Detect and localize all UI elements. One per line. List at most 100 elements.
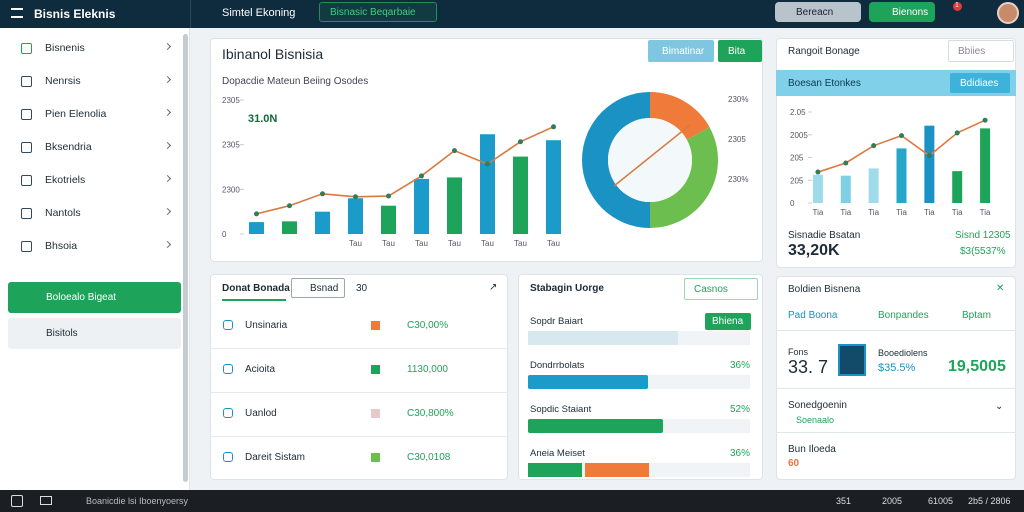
- stat-value: 33,20K: [788, 242, 840, 259]
- dropdown-text: Bbiies: [958, 46, 986, 57]
- main-panel: [210, 38, 763, 262]
- tab[interactable]: 30: [356, 283, 368, 294]
- tab-underline: [222, 299, 286, 301]
- start-icon[interactable]: [11, 495, 23, 507]
- progress-bar: [528, 419, 663, 433]
- taskbar-item: 2005: [882, 496, 903, 506]
- row-name: Sopdr Baiart: [530, 316, 583, 327]
- row-name: Dondrrbolats: [530, 360, 585, 371]
- menu-icon: [21, 142, 32, 153]
- dropdown[interactable]: [319, 2, 437, 22]
- menu-item[interactable]: Bhsoia: [45, 240, 78, 252]
- button[interactable]: [648, 40, 714, 62]
- chevron: [163, 240, 172, 249]
- button[interactable]: [950, 73, 1010, 93]
- row-name: Acioita: [245, 364, 276, 375]
- dropdown-text: Casnos: [694, 284, 728, 295]
- menu-icon[interactable]: [11, 8, 23, 18]
- button-text: Bienons: [892, 7, 929, 18]
- row-divider: [210, 348, 508, 349]
- active-item[interactable]: [8, 282, 181, 313]
- menu-icon: [21, 109, 32, 120]
- secondary-item-text: Bisitols: [46, 328, 78, 339]
- annotation: 31.0N: [248, 113, 278, 125]
- close-icon[interactable]: ✕: [996, 283, 1005, 294]
- tab-box[interactable]: [291, 278, 345, 298]
- app-title: Bisnis Eleknis: [34, 7, 116, 21]
- stat-label: Sisnadie Bsatan: [788, 230, 861, 241]
- main-subtitle: Dopacdie Mateun Beiing Osodes: [222, 76, 369, 87]
- sidebar: Boloealo Bigeat Bisitols Bisnenis Nenrsis…: [0, 28, 190, 490]
- chevron: [163, 207, 172, 216]
- progress-bar: [528, 375, 648, 389]
- tab[interactable]: Donat Bonada: [222, 283, 290, 294]
- chevron: [163, 108, 172, 117]
- taskbar-item: 2b5 / 2806: [968, 496, 1011, 506]
- top-bar: Bisnis Eleknis Simtel Ekoning Bisnasic B…: [0, 0, 1024, 28]
- row-value: 1130,000: [407, 364, 448, 375]
- button[interactable]: [869, 2, 935, 22]
- taskbar-item: 61005: [928, 496, 954, 506]
- row-icon: [223, 408, 233, 418]
- taskbar: Boanicdie lsi Iboenyoersy 351 2005 61005 2b…: [0, 490, 1024, 512]
- row-divider: [210, 392, 508, 393]
- menu-item[interactable]: Pien Elenolia: [45, 108, 107, 120]
- tab[interactable]: Bonpandes: [878, 310, 929, 321]
- search-box[interactable]: [775, 2, 861, 22]
- menu-item[interactable]: Ekotriels: [45, 174, 86, 186]
- row-icon: [223, 364, 233, 374]
- swatch: [838, 344, 866, 376]
- row-name: Unsinaria: [245, 320, 288, 331]
- menu-icon: [21, 76, 32, 87]
- button-text: Bdidiaes: [960, 78, 999, 89]
- row-name: Dareit Sistam: [245, 452, 306, 463]
- tab[interactable]: Pad Boona: [788, 310, 838, 321]
- row-value: C30,00%: [407, 320, 449, 331]
- row-swatch: [371, 321, 380, 330]
- row-swatch: [371, 409, 380, 418]
- row-swatch: [371, 365, 380, 374]
- menu-icon: [21, 208, 32, 219]
- dropdown[interactable]: [948, 40, 1014, 62]
- menu-item[interactable]: Bisnenis: [45, 42, 85, 54]
- tab[interactable]: Simtel Ekoning: [222, 7, 296, 19]
- close-icon[interactable]: ↗: [489, 282, 498, 293]
- button-text: Bhiena: [712, 316, 744, 327]
- label: Booediolens: [878, 348, 928, 358]
- badge: [953, 2, 962, 11]
- chevron[interactable]: ⌄: [995, 401, 1004, 412]
- taskbar-item: 351: [836, 496, 852, 506]
- book-icon[interactable]: [40, 496, 52, 505]
- search-text: Bereacn: [796, 7, 834, 18]
- button[interactable]: [705, 313, 751, 330]
- menu-item[interactable]: Nantols: [45, 207, 81, 219]
- menu-item[interactable]: Bksendria: [45, 141, 92, 153]
- dropdown-text: Bisnasic Beqarbaie: [330, 7, 416, 18]
- tab[interactable]: Bptam: [962, 310, 991, 321]
- taskbar-text: Boanicdie lsi Iboenyoersy: [86, 496, 189, 506]
- row-icon: [223, 320, 233, 330]
- badge-text: 1: [955, 2, 959, 9]
- value: $35.5%: [878, 362, 916, 374]
- label: Fons: [788, 347, 809, 357]
- progress-bar: [528, 331, 678, 345]
- tab-divider: [190, 0, 191, 28]
- row-value: 36%: [730, 360, 751, 371]
- secondary-item[interactable]: [8, 318, 181, 349]
- row-divider: [210, 436, 508, 437]
- value: 33. 7: [788, 357, 829, 377]
- detail-panel: [776, 276, 1016, 480]
- row-name: Sopdic Staiant: [530, 404, 592, 415]
- row-swatch: [371, 453, 380, 462]
- panel-title: Stabagin Uorge: [530, 283, 604, 294]
- dropdown[interactable]: [684, 278, 758, 300]
- main-title: Ibinanol Bisnisia: [222, 46, 324, 62]
- avatar[interactable]: [997, 2, 1019, 24]
- tab: Bsnad: [310, 283, 339, 294]
- chevron: [163, 42, 172, 51]
- menu-item[interactable]: Nenrsis: [45, 75, 81, 87]
- row-value: 36%: [730, 448, 751, 459]
- active-item-text: Boloealo Bigeat: [46, 292, 117, 303]
- button[interactable]: [718, 40, 762, 62]
